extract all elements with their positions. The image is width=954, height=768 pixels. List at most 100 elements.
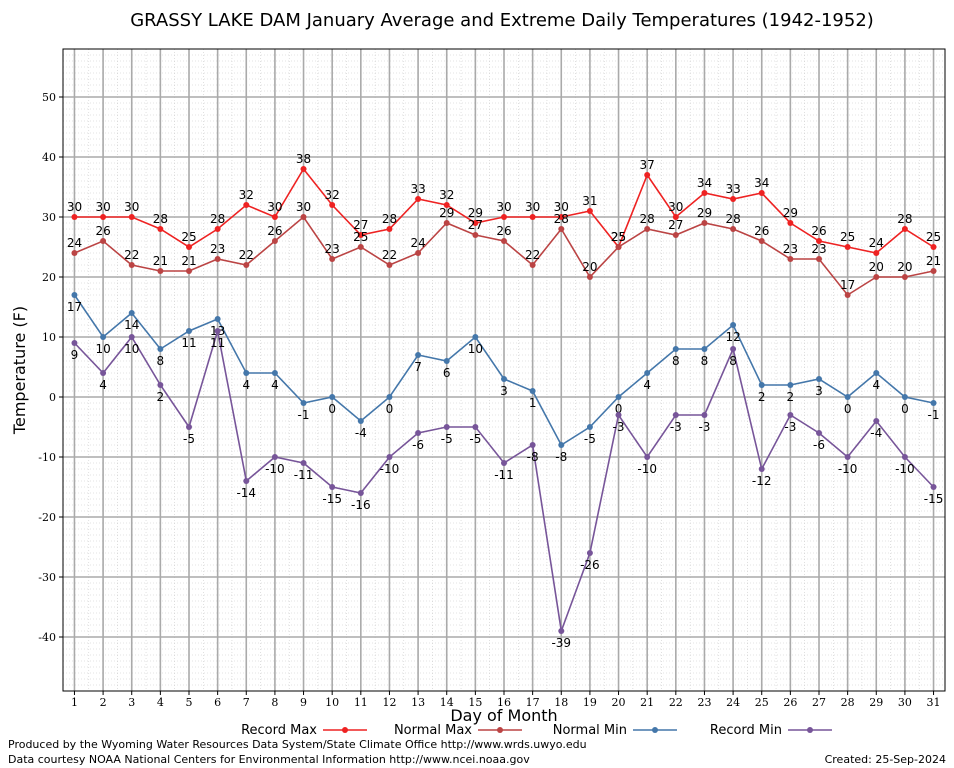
data-label: -10	[380, 462, 400, 476]
x-tick-label: 12	[382, 696, 396, 709]
data-point	[644, 226, 651, 232]
data-point	[873, 274, 880, 280]
data-point	[386, 226, 393, 232]
data-point	[243, 478, 250, 484]
data-label: 34	[754, 176, 769, 190]
data-label: -3	[670, 420, 682, 434]
grid	[63, 48, 945, 692]
data-point	[501, 214, 507, 220]
data-point	[758, 382, 765, 388]
data-point	[415, 196, 422, 202]
data-point	[787, 412, 794, 418]
y-tick-label: 20	[42, 271, 56, 284]
data-point	[787, 256, 794, 262]
data-label: -8	[555, 450, 567, 464]
data-point	[873, 370, 880, 376]
data-point	[701, 412, 708, 418]
data-label: 32	[325, 188, 340, 202]
data-label: -4	[870, 426, 882, 440]
data-point	[930, 244, 937, 250]
data-point	[243, 262, 250, 268]
y-tick-label: 30	[42, 211, 56, 224]
x-tick-label: 3	[128, 696, 135, 709]
data-point	[357, 244, 364, 250]
data-point	[472, 220, 479, 226]
data-point	[644, 370, 651, 376]
data-label: 4	[242, 378, 250, 392]
data-point	[816, 430, 822, 436]
legend-marker	[807, 727, 813, 733]
data-label: 27	[353, 218, 368, 232]
data-point	[816, 376, 822, 382]
y-tick-label: -20	[38, 511, 56, 524]
data-point	[930, 268, 937, 274]
data-label: 21	[926, 254, 941, 268]
data-point	[558, 628, 565, 634]
x-tick-label: 6	[214, 696, 221, 709]
x-tick-label: 4	[157, 696, 164, 709]
data-point	[357, 232, 364, 238]
data-label: 4	[99, 378, 107, 392]
x-tick-label: 31	[927, 696, 941, 709]
data-point	[329, 394, 336, 400]
data-point	[930, 400, 937, 406]
data-point	[71, 340, 78, 346]
data-point	[501, 460, 507, 466]
data-label: 26	[496, 224, 511, 238]
x-tick-label: 10	[325, 696, 339, 709]
x-tick-label: 9	[300, 696, 307, 709]
legend-label: Normal Min	[553, 723, 627, 738]
data-point	[329, 202, 336, 208]
data-point	[186, 268, 192, 274]
y-axis-label: Temperature (F)	[10, 306, 29, 435]
data-point	[615, 412, 622, 418]
data-label: 32	[239, 188, 254, 202]
x-tick-label: 1	[71, 696, 78, 709]
data-label: 22	[239, 248, 254, 262]
footer-produced-by: Produced by the Wyoming Water Resources …	[8, 738, 587, 751]
data-label: -10	[838, 462, 858, 476]
data-point	[329, 484, 336, 490]
data-label: 0	[328, 402, 336, 416]
data-label: 20	[869, 260, 884, 274]
data-label: 30	[496, 200, 511, 214]
data-point	[644, 172, 651, 178]
x-tick-label: 8	[271, 696, 278, 709]
data-label: -3	[784, 420, 796, 434]
data-point	[357, 418, 364, 424]
data-point	[214, 256, 221, 262]
x-tick-label: 27	[812, 696, 826, 709]
y-tick-label: 40	[42, 151, 56, 164]
data-label: 28	[210, 212, 225, 226]
data-label: 12	[725, 330, 740, 344]
x-tick-label: 22	[669, 696, 683, 709]
data-label: 29	[468, 206, 483, 220]
data-label: 30	[95, 200, 110, 214]
data-point	[128, 214, 135, 220]
data-point	[529, 214, 536, 220]
data-point	[157, 268, 164, 274]
data-point	[100, 214, 107, 220]
data-point	[100, 370, 107, 376]
data-point	[443, 202, 450, 208]
data-label: 29	[783, 206, 798, 220]
data-label: 0	[901, 402, 909, 416]
data-point	[300, 460, 307, 466]
data-point	[214, 226, 221, 232]
legend-marker	[652, 727, 658, 733]
data-label: -16	[351, 498, 371, 512]
data-label: 23	[783, 242, 798, 256]
data-label: -15	[322, 492, 342, 506]
y-tick-label: 50	[42, 91, 56, 104]
data-point	[586, 208, 593, 214]
x-tick-label: 13	[411, 696, 425, 709]
data-point	[71, 214, 78, 220]
data-point	[844, 394, 851, 400]
y-axis-ticks: -40 -30 -20 -10 0 10 20 30 40 50	[38, 91, 63, 644]
data-label: 22	[382, 248, 397, 262]
data-label: -1	[298, 408, 310, 422]
data-label: -6	[412, 438, 424, 452]
data-point	[672, 232, 679, 238]
